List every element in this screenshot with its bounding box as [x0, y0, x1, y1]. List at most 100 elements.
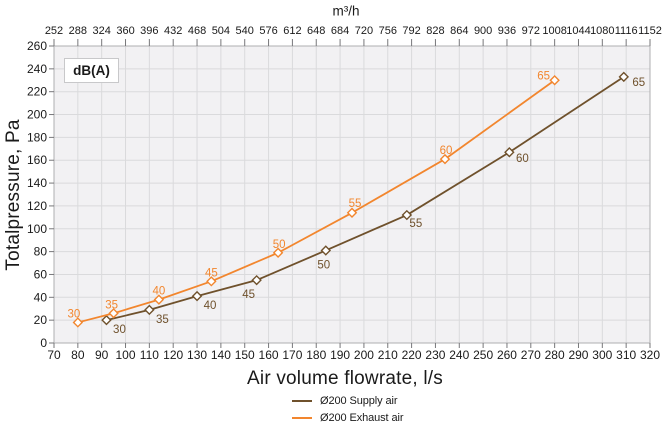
db-point-label: 30: [67, 308, 80, 320]
y-tick-label: 240: [27, 62, 47, 76]
top-tick-label: 1116: [615, 25, 638, 37]
top-tick-label: 720: [355, 25, 373, 37]
top-tick-label: 756: [379, 25, 397, 37]
x-axis-title: Air volume flowrate, l/s: [247, 368, 443, 389]
top-tick-label: 396: [140, 25, 158, 37]
data-point-marker: [251, 274, 262, 286]
x-tick-label: 190: [330, 348, 350, 362]
x-tick-label: 130: [187, 348, 207, 362]
x-tick-label: 80: [71, 348, 85, 362]
top-tick-label: 792: [402, 25, 420, 37]
top-tick-label: 252: [45, 25, 63, 37]
series-line-0: [106, 76, 625, 322]
top-tick-label: 540: [236, 25, 254, 37]
x-tick-label: 240: [449, 348, 469, 362]
top-tick-label: 936: [498, 25, 516, 37]
data-point-marker: [346, 207, 358, 219]
legend-label-supply: Ø200 Supply air: [320, 394, 398, 407]
top-tick-label: 612: [283, 25, 301, 37]
y-tick-label: 80: [34, 245, 48, 259]
top-tick-label: 828: [426, 25, 444, 37]
data-point-marker: [101, 314, 112, 326]
x-tick-label: 100: [116, 348, 136, 362]
top-tick-label: 1008: [542, 25, 566, 37]
top-tick-label: 1152: [638, 25, 662, 37]
top-tick-label: 1080: [590, 25, 614, 37]
x-tick-label: 90: [95, 348, 109, 362]
x-tick-label: 200: [354, 348, 374, 362]
x-tick-label: 320: [640, 348, 660, 362]
data-point-marker: [320, 245, 332, 256]
top-tick-label: 360: [116, 25, 134, 37]
plot-border: [53, 45, 651, 344]
db-point-label: 35: [156, 314, 169, 326]
x-tick-label: 180: [306, 348, 326, 362]
db-point-label: 45: [205, 267, 218, 279]
series-line-1: [77, 79, 556, 324]
plot-area: [54, 46, 650, 343]
y-tick-label: 260: [27, 39, 47, 53]
legend-item-exhaust: Ø200 Exhaust air: [292, 411, 404, 424]
x-tick-label: 160: [259, 348, 279, 362]
y-tick-label: 0: [40, 336, 47, 350]
x-tick-label: 110: [140, 348, 159, 362]
legend-item-supply: Ø200 Supply air: [292, 394, 403, 407]
db-point-label: 55: [409, 218, 422, 230]
db-point-label: 65: [537, 70, 550, 82]
x-tick-label: 170: [282, 348, 302, 362]
x-tick-label: 300: [592, 348, 612, 362]
db-point-label: 60: [516, 153, 529, 165]
db-point-label: 55: [349, 198, 362, 210]
top-tick-label: 468: [188, 25, 206, 37]
top-tick-label: 684: [331, 25, 349, 37]
data-point-marker: [504, 147, 515, 158]
db-point-label: 40: [152, 286, 165, 298]
legend-label-exhaust: Ø200 Exhaust air: [320, 411, 404, 424]
data-point-marker: [144, 304, 155, 316]
x-tick-label: 250: [473, 348, 493, 362]
top-tick-label: 504: [212, 25, 230, 37]
x-tick-label: 140: [211, 348, 231, 362]
top-tick-label: 432: [164, 25, 182, 37]
x-tick-label: 150: [235, 348, 255, 362]
y-tick-label: 20: [34, 313, 48, 327]
x-tick-label: 70: [47, 348, 61, 362]
db-point-label: 65: [632, 77, 645, 89]
x-tick-label: 270: [521, 348, 541, 362]
data-point-marker: [401, 209, 413, 221]
dba-annotation-box: dB(A): [64, 58, 119, 83]
data-point-marker: [72, 317, 84, 328]
data-point-marker: [272, 247, 284, 258]
top-tick-label: 972: [522, 25, 540, 37]
top-tick-label: 576: [259, 25, 277, 37]
y-tick-label: 60: [34, 267, 48, 281]
x-tick-label: 220: [402, 348, 422, 362]
y-tick-label: 140: [27, 176, 47, 190]
db-point-label: 50: [317, 259, 330, 271]
y-tick-label: 100: [27, 222, 47, 236]
y-tick-label: 200: [27, 108, 47, 122]
data-point-marker: [618, 71, 630, 83]
dba-annotation-text: dB(A): [73, 63, 110, 78]
top-axis-unit-label: m³/h: [332, 3, 360, 19]
data-point-marker: [439, 153, 451, 165]
y-axis-title: Totalpressure, Pa: [3, 119, 24, 271]
y-tick-label: 220: [27, 85, 47, 99]
db-point-label: 60: [440, 145, 453, 157]
data-point-marker: [549, 75, 560, 86]
y-tick-label: 180: [27, 130, 47, 144]
x-tick-label: 260: [497, 348, 517, 362]
data-point-marker: [206, 276, 217, 287]
db-point-label: 40: [204, 300, 217, 312]
top-tick-label: 864: [450, 25, 468, 37]
y-tick-label: 160: [27, 153, 47, 167]
top-tick-label: 288: [69, 25, 87, 37]
data-point-marker: [108, 308, 119, 319]
legend-swatch-supply-line: [292, 399, 312, 402]
x-tick-label: 230: [425, 348, 445, 362]
x-tick-label: 120: [163, 348, 183, 362]
data-point-marker: [191, 290, 203, 302]
top-tick-label: 900: [474, 25, 492, 37]
